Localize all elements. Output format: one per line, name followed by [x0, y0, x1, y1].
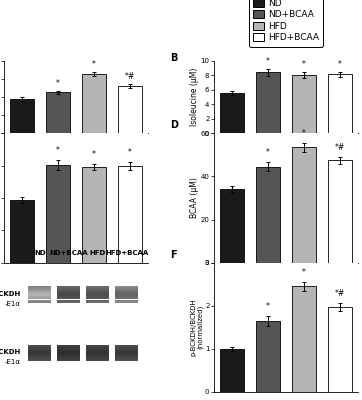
Bar [10, 99, 34, 133]
Text: HFD+BCAA: HFD+BCAA [105, 250, 148, 256]
Text: *: * [266, 57, 270, 66]
Text: HFD: HFD [90, 250, 106, 256]
Y-axis label: p-BCKDH/BCKDH
(normalized): p-BCKDH/BCKDH (normalized) [190, 298, 203, 356]
Bar [256, 321, 280, 392]
Text: *: * [56, 146, 60, 155]
Bar [46, 165, 70, 263]
Bar [328, 307, 352, 392]
Text: BCKDH: BCKDH [0, 349, 21, 355]
Y-axis label: BCAA (μM): BCAA (μM) [190, 178, 199, 218]
Bar [220, 189, 244, 263]
Text: *: * [302, 60, 306, 69]
Text: ND+BCAA: ND+BCAA [50, 250, 88, 256]
Text: *#: *# [335, 288, 345, 298]
Text: ND: ND [34, 250, 46, 256]
Text: F: F [170, 250, 177, 260]
Text: *: * [56, 79, 60, 88]
Text: *: * [302, 268, 306, 277]
Legend: ND, ND+BCAA, HFD, HFD+BCAA: ND, ND+BCAA, HFD, HFD+BCAA [249, 0, 323, 46]
Bar [118, 166, 142, 263]
Bar [328, 74, 352, 133]
Bar [46, 92, 70, 133]
Bar [10, 200, 34, 263]
Text: p-BCKDH: p-BCKDH [0, 291, 21, 297]
Text: *: * [92, 60, 96, 69]
Text: *: * [266, 302, 270, 310]
Text: *: * [92, 150, 96, 158]
Bar [292, 147, 316, 263]
Text: -E1α: -E1α [5, 301, 21, 307]
Bar [328, 160, 352, 263]
Text: D: D [170, 120, 178, 130]
Text: *: * [302, 129, 306, 138]
Bar [256, 167, 280, 263]
Text: *: * [128, 148, 132, 157]
Text: -E1α: -E1α [5, 359, 21, 365]
Text: *#: *# [125, 72, 135, 81]
Text: *: * [338, 60, 342, 69]
Bar [220, 93, 244, 133]
Bar [82, 167, 106, 263]
Bar [118, 86, 142, 133]
Bar [82, 74, 106, 133]
Bar [220, 349, 244, 392]
Text: *: * [266, 148, 270, 157]
Bar [292, 75, 316, 133]
Bar [292, 286, 316, 392]
Text: B: B [170, 53, 177, 63]
Bar [256, 72, 280, 133]
Text: *#: *# [335, 143, 345, 152]
Y-axis label: Isoleucine (μM): Isoleucine (μM) [190, 68, 199, 126]
